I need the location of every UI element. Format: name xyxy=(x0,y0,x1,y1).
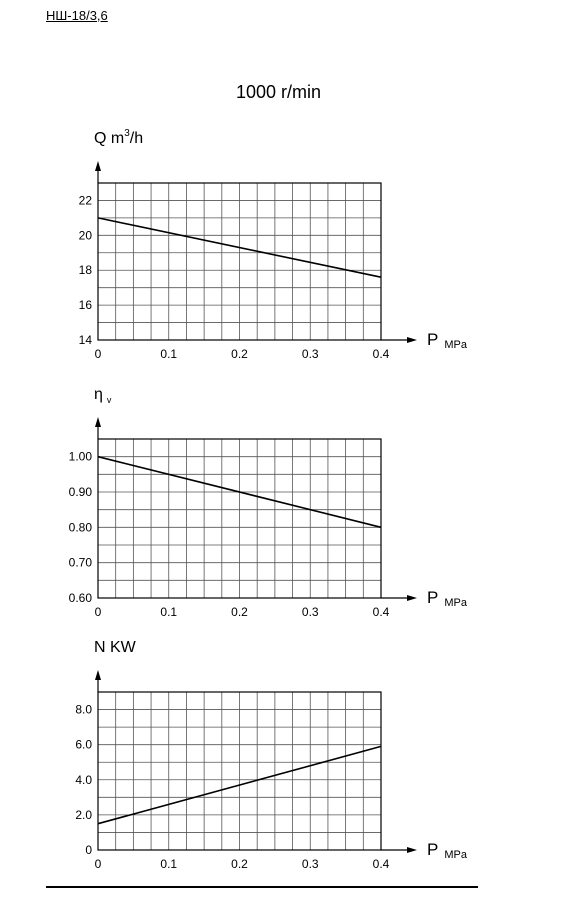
y-tick-label: 2.0 xyxy=(75,808,92,822)
y-tick-label: 0.60 xyxy=(69,591,93,605)
y-tick-label: 0.80 xyxy=(69,520,93,534)
x-axis-arrowhead xyxy=(407,595,417,601)
y-tick-label: 6.0 xyxy=(75,738,92,752)
series-line xyxy=(97,217,382,278)
x-tick-label: 0.4 xyxy=(373,605,390,619)
x-axis-arrowhead xyxy=(407,847,417,853)
x-tick-label: 0.2 xyxy=(231,857,248,871)
x-tick-label: 0.3 xyxy=(302,347,319,361)
x-tick-label: 0.1 xyxy=(160,857,177,871)
plot-frame xyxy=(97,182,382,341)
y-tick-label: 4.0 xyxy=(75,773,92,787)
y-tick-label: 20 xyxy=(79,228,93,242)
x-tick-label: 0.3 xyxy=(302,605,319,619)
series-line xyxy=(97,455,382,529)
y-axis-arrowhead xyxy=(95,417,101,427)
x-tick-label: 0.4 xyxy=(373,347,390,361)
y-tick-label: 8.0 xyxy=(75,703,92,717)
x-tick-label: 0 xyxy=(95,605,102,619)
x-axis-title: P MPa xyxy=(427,330,468,351)
series-line xyxy=(97,745,382,825)
y-tick-label: 0.90 xyxy=(69,485,93,499)
y-axis-title: N KW xyxy=(94,639,137,656)
y-axis-title: Q m3/h xyxy=(94,128,143,147)
plot-frame xyxy=(97,438,382,599)
x-tick-label: 0.4 xyxy=(373,857,390,871)
y-axis-arrowhead xyxy=(95,670,101,680)
x-tick-label: 0 xyxy=(95,857,102,871)
y-tick-label: 18 xyxy=(79,263,93,277)
bottom-rule xyxy=(46,886,478,888)
y-tick-label: 16 xyxy=(79,298,93,312)
speed-label: 1000 r/min xyxy=(236,82,322,102)
y-axis-arrowhead xyxy=(95,161,101,171)
y-tick-label: 22 xyxy=(79,193,93,207)
x-tick-label: 0.2 xyxy=(231,605,248,619)
y-tick-label: 0 xyxy=(85,843,92,857)
model-label: НШ-18/3,6 xyxy=(46,8,108,23)
x-axis-title: P MPa xyxy=(427,588,468,609)
x-axis-arrowhead xyxy=(407,337,417,343)
plot-frame xyxy=(97,691,382,851)
y-tick-label: 1.00 xyxy=(69,450,93,464)
x-tick-label: 0.3 xyxy=(302,857,319,871)
y-tick-label: 14 xyxy=(79,333,93,347)
x-tick-label: 0.1 xyxy=(160,605,177,619)
x-tick-label: 0.1 xyxy=(160,347,177,361)
x-tick-label: 0.2 xyxy=(231,347,248,361)
y-tick-label: 0.70 xyxy=(69,556,93,570)
x-axis-title: P MPa xyxy=(427,840,468,861)
x-tick-label: 0 xyxy=(95,347,102,361)
